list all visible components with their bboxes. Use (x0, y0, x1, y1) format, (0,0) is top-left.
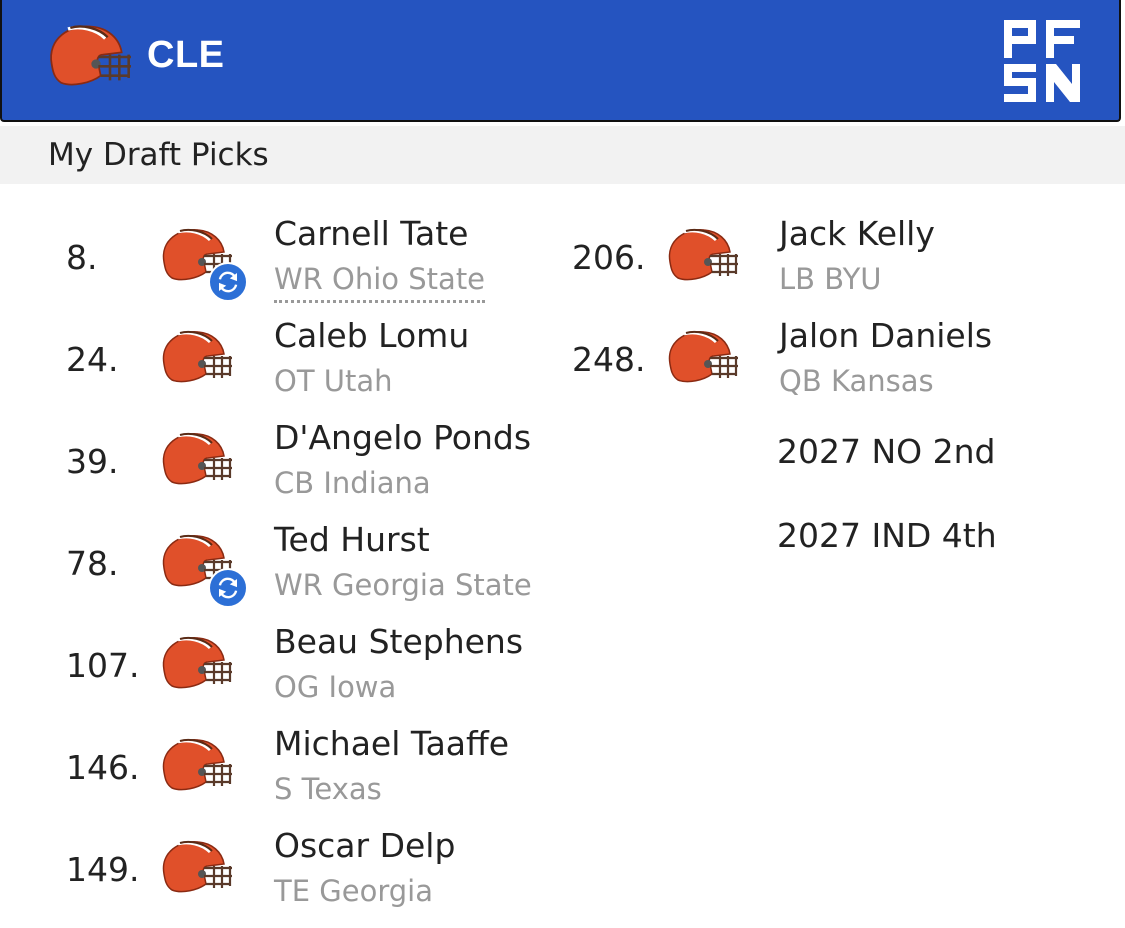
player-position-school: OT Utah (274, 364, 393, 398)
pick-number: 107. (66, 646, 140, 685)
browns-helmet-icon (664, 226, 740, 286)
pick-number: 24. (66, 340, 119, 379)
browns-helmet-icon (664, 328, 740, 388)
pick-number: 8. (66, 238, 98, 277)
future-pick: 2027 NO 2nd (777, 432, 996, 471)
player-name: Carnell Tate (274, 214, 469, 253)
player-name: Michael Taaffe (274, 724, 510, 763)
player-position-school: WR Georgia State (274, 568, 532, 602)
team-header: CLE (0, 0, 1121, 122)
player-position-school: OG Iowa (274, 670, 397, 704)
player-position-school: S Texas (274, 772, 382, 806)
player-name: Beau Stephens (274, 622, 524, 661)
player-name: Jalon Daniels (779, 316, 993, 355)
browns-helmet-icon (158, 634, 234, 694)
player-name: Jack Kelly (779, 214, 935, 253)
trade-swap-icon (208, 568, 248, 608)
player-position-school: QB Kansas (779, 364, 934, 398)
pick-number: 146. (66, 748, 140, 787)
player-name: D'Angelo Ponds (274, 418, 532, 457)
section-title: My Draft Picks (48, 137, 269, 173)
pfsn-logo (1004, 20, 1080, 102)
pick-number: 248. (572, 340, 646, 379)
player-position-school: LB BYU (779, 262, 882, 296)
player-name: Ted Hurst (274, 520, 430, 559)
pick-number: 39. (66, 442, 119, 481)
pick-number: 78. (66, 544, 119, 583)
future-pick: 2027 IND 4th (777, 516, 997, 555)
player-name: Oscar Delp (274, 826, 456, 865)
browns-helmet-icon (158, 736, 234, 796)
player-position-school: TE Georgia (274, 874, 433, 908)
browns-helmet-icon (44, 22, 134, 92)
trade-swap-icon (208, 262, 248, 302)
browns-helmet-icon (158, 328, 234, 388)
section-bar (0, 126, 1125, 184)
player-position-school: CB Indiana (274, 466, 431, 500)
browns-helmet-icon (158, 838, 234, 898)
pick-number: 206. (572, 238, 646, 277)
player-position-school[interactable]: WR Ohio State (274, 262, 486, 303)
browns-helmet-icon (158, 430, 234, 490)
pick-number: 149. (66, 850, 140, 889)
player-name: Caleb Lomu (274, 316, 470, 355)
team-abbreviation: CLE (147, 34, 225, 76)
